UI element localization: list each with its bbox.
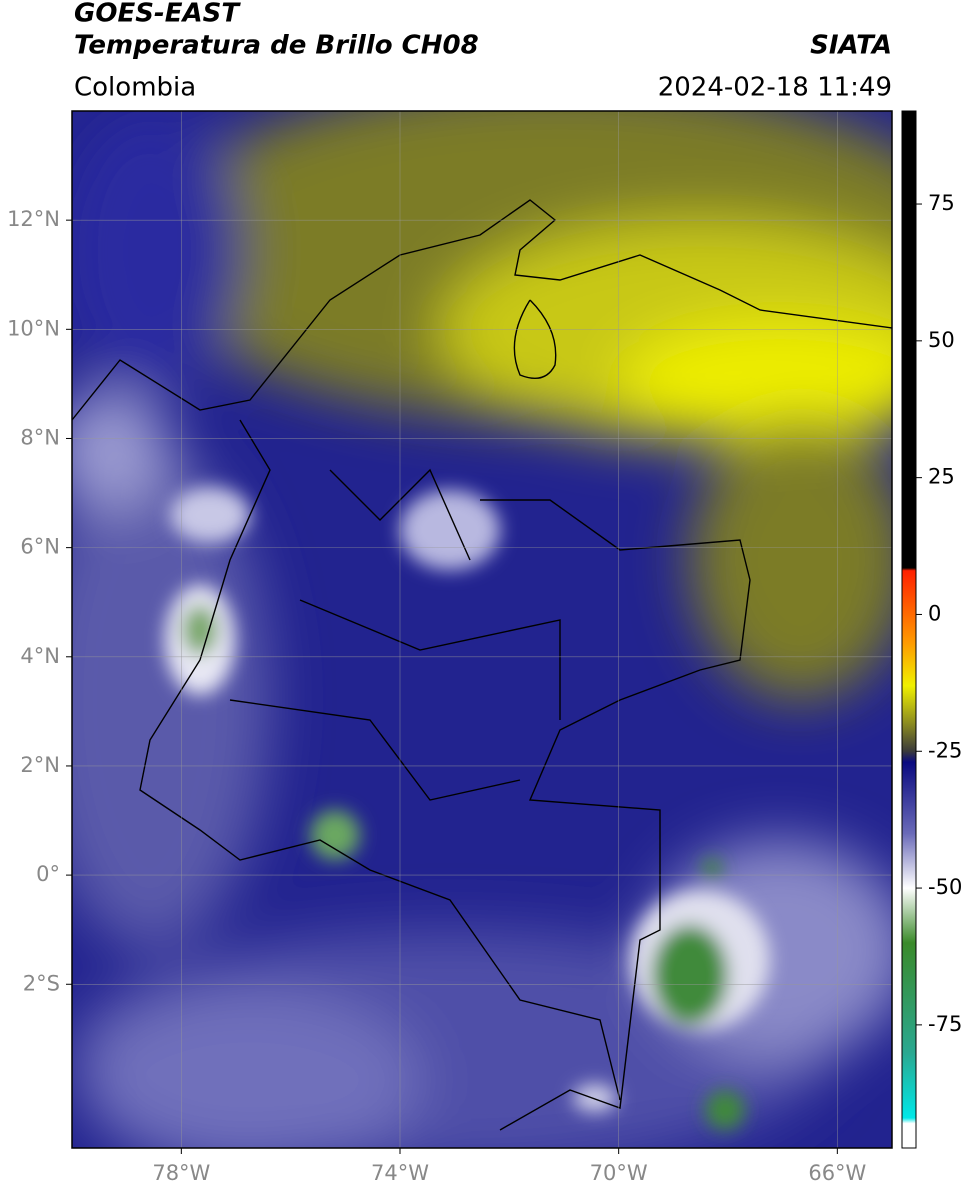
- colorbar-tick-label: -50: [928, 875, 962, 899]
- colorbar-tick-label: 0: [928, 601, 941, 625]
- graticule: [72, 111, 892, 1148]
- x-tick-label: 78°W: [152, 1161, 210, 1185]
- colorbar-tick-label: 25: [928, 465, 955, 489]
- y-tick-label: 4°N: [20, 644, 60, 668]
- colorbar: [901, 110, 917, 1149]
- y-tick-label: 8°N: [20, 425, 60, 449]
- colorbar-tick-label: -75: [928, 1012, 962, 1036]
- imagery: [72, 111, 892, 1148]
- region: Colombia: [74, 73, 196, 103]
- subtitle: Temperatura de Brillo CH08: [74, 31, 479, 61]
- x-tick-label: 74°W: [371, 1161, 429, 1185]
- source: SIATA: [810, 31, 892, 61]
- y-tick-label: 2°N: [20, 753, 60, 777]
- x-tick-label: 66°W: [808, 1161, 866, 1185]
- colorbar-tick-label: -25: [928, 738, 962, 762]
- x-tick-label: 70°W: [590, 1161, 648, 1185]
- colorbar-tick-label: 75: [928, 191, 955, 215]
- datetime: 2024-02-18 11:49: [658, 73, 892, 103]
- y-tick-label: 2°S: [23, 971, 60, 995]
- y-tick-label: 10°N: [7, 316, 60, 340]
- colorbar-tick-label: 50: [928, 328, 955, 352]
- y-tick-label: 6°N: [20, 535, 60, 559]
- map-frame: [71, 110, 893, 1149]
- title: GOES-EAST: [74, 0, 241, 29]
- y-tick-label: 12°N: [7, 207, 60, 231]
- y-tick-label: 0°: [36, 862, 60, 886]
